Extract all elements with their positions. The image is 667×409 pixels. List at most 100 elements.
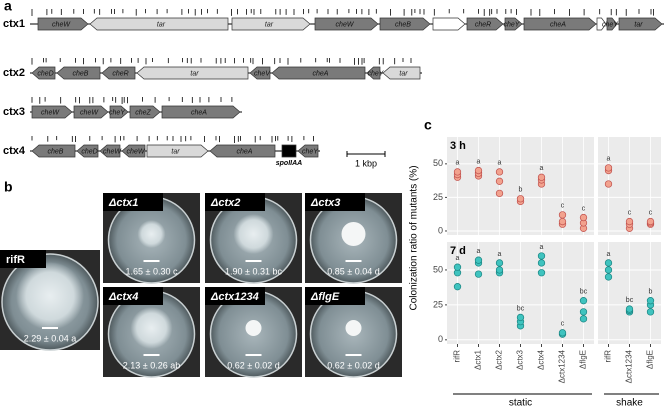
gene-label: tar	[634, 21, 643, 28]
y-tick-label: 0	[438, 225, 443, 235]
colony	[233, 214, 274, 254]
gene-label: cheY	[602, 21, 619, 28]
dot	[495, 177, 504, 185]
sig-letter: a	[498, 251, 502, 258]
gene-label: cheV	[254, 70, 271, 77]
x-tick-label: ΔflgE	[646, 350, 655, 369]
dot	[646, 297, 655, 305]
dot	[516, 313, 525, 322]
sig-letter: c	[628, 209, 632, 216]
dot	[558, 329, 567, 337]
plate-name: rifR	[6, 254, 25, 266]
dot	[495, 259, 504, 267]
sig-letter: a	[607, 251, 611, 258]
dot	[604, 273, 613, 281]
gene-label: cheD	[81, 148, 97, 155]
label-bar	[103, 193, 163, 211]
gene	[129, 105, 161, 119]
gene-label: cheW	[52, 21, 71, 28]
plate-value: 2.29 ± 0.04 a	[24, 333, 76, 343]
dot	[558, 217, 567, 226]
gene	[99, 144, 121, 158]
gene	[596, 17, 607, 31]
gene	[109, 105, 129, 119]
gene-label: cheY	[504, 21, 521, 28]
gene	[136, 66, 249, 80]
sig-letter: c	[649, 209, 653, 216]
sig-letter: bc	[580, 289, 588, 296]
sig-letter: c	[561, 203, 565, 210]
gene-label: tar	[171, 148, 180, 155]
gene	[209, 144, 276, 158]
plate-name: Δctx1	[108, 197, 138, 209]
group-label: shake	[616, 398, 643, 409]
dot	[495, 168, 504, 176]
panel-label: a	[4, 0, 12, 14]
y-tick-label: 25	[433, 192, 443, 202]
label-bar	[0, 250, 46, 268]
gene	[101, 66, 136, 80]
dot	[579, 315, 588, 323]
colony	[245, 320, 262, 336]
dot	[604, 266, 613, 274]
dot	[495, 189, 504, 198]
plate-value: 2.13 ± 0.26 ab	[123, 360, 181, 370]
x-tick-label: Δctx1234	[625, 349, 634, 383]
gene-label: cheW	[103, 148, 122, 155]
gene-label: cheD	[37, 70, 53, 77]
gene-label: cheA	[313, 70, 329, 77]
gene-label: tar	[190, 70, 199, 77]
gene-label: cheR	[112, 70, 128, 77]
y-tick-label: 0	[438, 334, 443, 344]
gene	[89, 17, 229, 31]
x-tick-label: ΔflgE	[579, 350, 588, 369]
gene	[281, 144, 297, 158]
gene-label: cheA	[191, 109, 207, 116]
label-bar	[205, 193, 265, 211]
y-tick-label: 25	[433, 299, 443, 309]
gene	[146, 144, 209, 158]
dot	[558, 211, 567, 219]
gene-label: cheY	[368, 70, 385, 77]
cluster-name: ctx1	[3, 18, 25, 30]
panel-label: b	[4, 179, 13, 195]
sig-letter: a	[498, 160, 502, 167]
gene	[249, 66, 271, 80]
scale-label: 1 kbp	[355, 158, 377, 168]
gene	[31, 105, 73, 119]
plate-value: 0.62 ± 0.02 d	[227, 360, 279, 370]
label-bar	[305, 193, 365, 211]
dot	[453, 168, 462, 176]
plate-value: 1.90 ± 0.31 bc	[225, 266, 282, 276]
group-label: static	[509, 398, 532, 409]
plate-name: Δctx4	[108, 291, 138, 303]
cluster-name: ctx2	[3, 67, 25, 79]
panel-label: c	[424, 117, 432, 133]
gene	[379, 17, 431, 31]
dot	[604, 164, 613, 172]
label-bar	[103, 287, 163, 305]
dot	[537, 269, 546, 277]
dot	[579, 297, 588, 305]
sig-letter: a	[456, 255, 460, 262]
dot	[474, 166, 483, 175]
gene-label: cheZ	[135, 109, 151, 116]
dot	[537, 252, 546, 260]
x-tick-label: Δctx1234	[558, 349, 567, 383]
gene-label: cheA	[550, 21, 566, 28]
dot	[474, 256, 483, 264]
gene	[31, 144, 76, 158]
x-tick-label: rifR	[604, 350, 613, 363]
dot	[516, 195, 525, 203]
sig-letter: a	[540, 244, 544, 251]
gene-label: cheW	[127, 148, 146, 155]
gene-label: tar	[157, 21, 166, 28]
sig-letter: c	[582, 205, 586, 212]
gene-label: cheB	[48, 148, 64, 155]
sig-letter: c	[561, 321, 565, 328]
gene	[523, 17, 597, 31]
sig-letter: a	[477, 248, 481, 255]
plate-name: Δctx2	[210, 197, 240, 209]
gene	[382, 66, 421, 80]
